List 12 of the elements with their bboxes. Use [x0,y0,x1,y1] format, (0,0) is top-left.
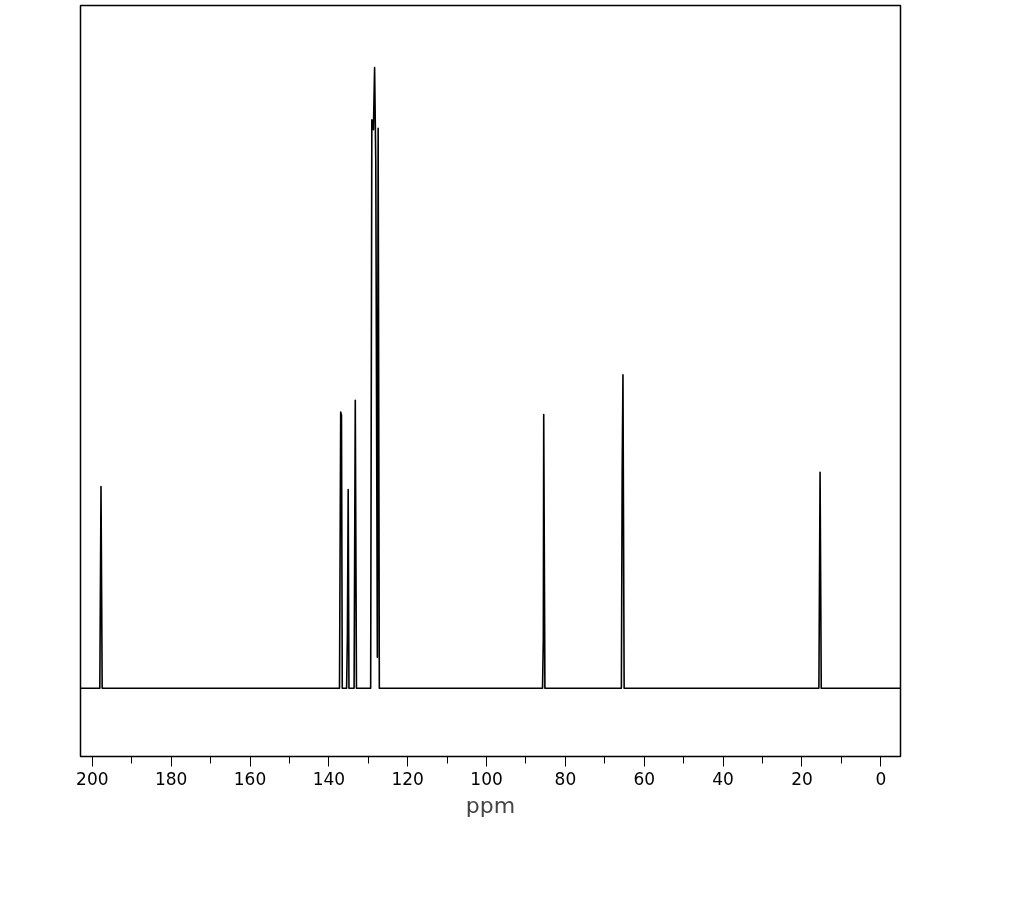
x-tick-label: 180 [154,768,188,789]
x-tick-label: 40 [712,768,734,789]
x-tick-label: 140 [312,768,346,789]
x-tick-label: 200 [76,768,109,789]
x-tick-label: 80 [554,768,577,789]
x-axis-title: ppm [465,792,516,818]
x-tick-label: 120 [391,768,424,789]
x-tick-label: 100 [470,768,503,789]
x-tick-label: 60 [633,768,656,789]
x-tick-label: 20 [791,768,813,789]
x-tick-label: 0 [875,768,887,789]
x-tick-label: 160 [233,768,267,789]
